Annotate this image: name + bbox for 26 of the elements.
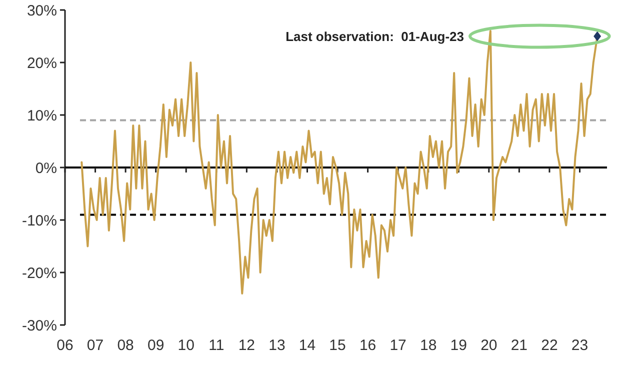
y-tick-label: 10%: [26, 107, 57, 124]
x-tick-label: 06: [56, 337, 74, 354]
x-tick-label: 09: [147, 337, 164, 354]
x-tick-label: 19: [450, 337, 467, 354]
x-tick-label: 23: [571, 337, 588, 354]
x-tick-label: 07: [86, 337, 104, 354]
y-tick-label: -30%: [22, 317, 57, 334]
annotation: Last observation: 01-Aug-23: [286, 28, 464, 44]
x-tick-label: 18: [420, 337, 437, 354]
y-tick-label: 20%: [26, 54, 57, 72]
x-tick-label: 08: [117, 337, 134, 354]
y-tick-label: 30%: [26, 2, 57, 20]
x-tick-label: 15: [329, 337, 346, 354]
x-tick-label: 22: [541, 337, 558, 354]
x-tick-label: 20: [480, 337, 498, 354]
y-tick-label: 0%: [35, 160, 57, 177]
x-tick-label: 12: [238, 337, 256, 354]
y-tick-label: -20%: [22, 264, 57, 282]
x-tick-label: 16: [359, 337, 376, 354]
x-tick-label: 13: [268, 337, 286, 354]
x-tick-label: 10: [178, 337, 194, 354]
x-tick-label: 17: [390, 337, 406, 354]
x-tick-label: 14: [298, 337, 316, 354]
y-tick-label: -10%: [22, 212, 57, 230]
x-tick-label: 11: [208, 337, 224, 354]
x-tick-label: 21: [510, 337, 528, 354]
